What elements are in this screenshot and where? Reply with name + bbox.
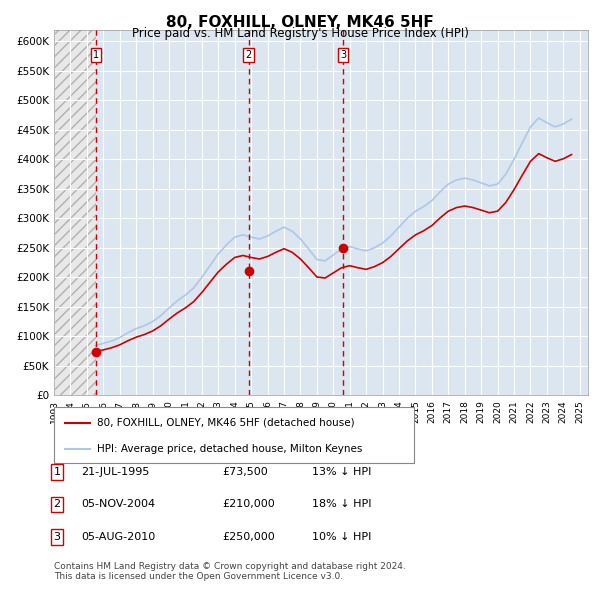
Text: 1: 1 (93, 50, 99, 60)
Text: £250,000: £250,000 (222, 532, 275, 542)
Text: 1: 1 (53, 467, 61, 477)
Text: 80, FOXHILL, OLNEY, MK46 5HF: 80, FOXHILL, OLNEY, MK46 5HF (166, 15, 434, 30)
Text: 2: 2 (53, 500, 61, 509)
Text: 2: 2 (245, 50, 251, 60)
Text: Contains HM Land Registry data © Crown copyright and database right 2024.
This d: Contains HM Land Registry data © Crown c… (54, 562, 406, 581)
Text: 80, FOXHILL, OLNEY, MK46 5HF (detached house): 80, FOXHILL, OLNEY, MK46 5HF (detached h… (97, 418, 355, 428)
Text: HPI: Average price, detached house, Milton Keynes: HPI: Average price, detached house, Milt… (97, 444, 362, 454)
Text: 3: 3 (53, 532, 61, 542)
FancyBboxPatch shape (54, 407, 414, 463)
Text: 05-AUG-2010: 05-AUG-2010 (81, 532, 155, 542)
Text: £210,000: £210,000 (222, 500, 275, 509)
Text: 13% ↓ HPI: 13% ↓ HPI (312, 467, 371, 477)
Text: 18% ↓ HPI: 18% ↓ HPI (312, 500, 371, 509)
Text: Price paid vs. HM Land Registry's House Price Index (HPI): Price paid vs. HM Land Registry's House … (131, 27, 469, 40)
Text: 10% ↓ HPI: 10% ↓ HPI (312, 532, 371, 542)
Text: 21-JUL-1995: 21-JUL-1995 (81, 467, 149, 477)
Text: 05-NOV-2004: 05-NOV-2004 (81, 500, 155, 509)
Bar (54, 30, 96, 395)
Text: 3: 3 (340, 50, 346, 60)
Text: £73,500: £73,500 (222, 467, 268, 477)
